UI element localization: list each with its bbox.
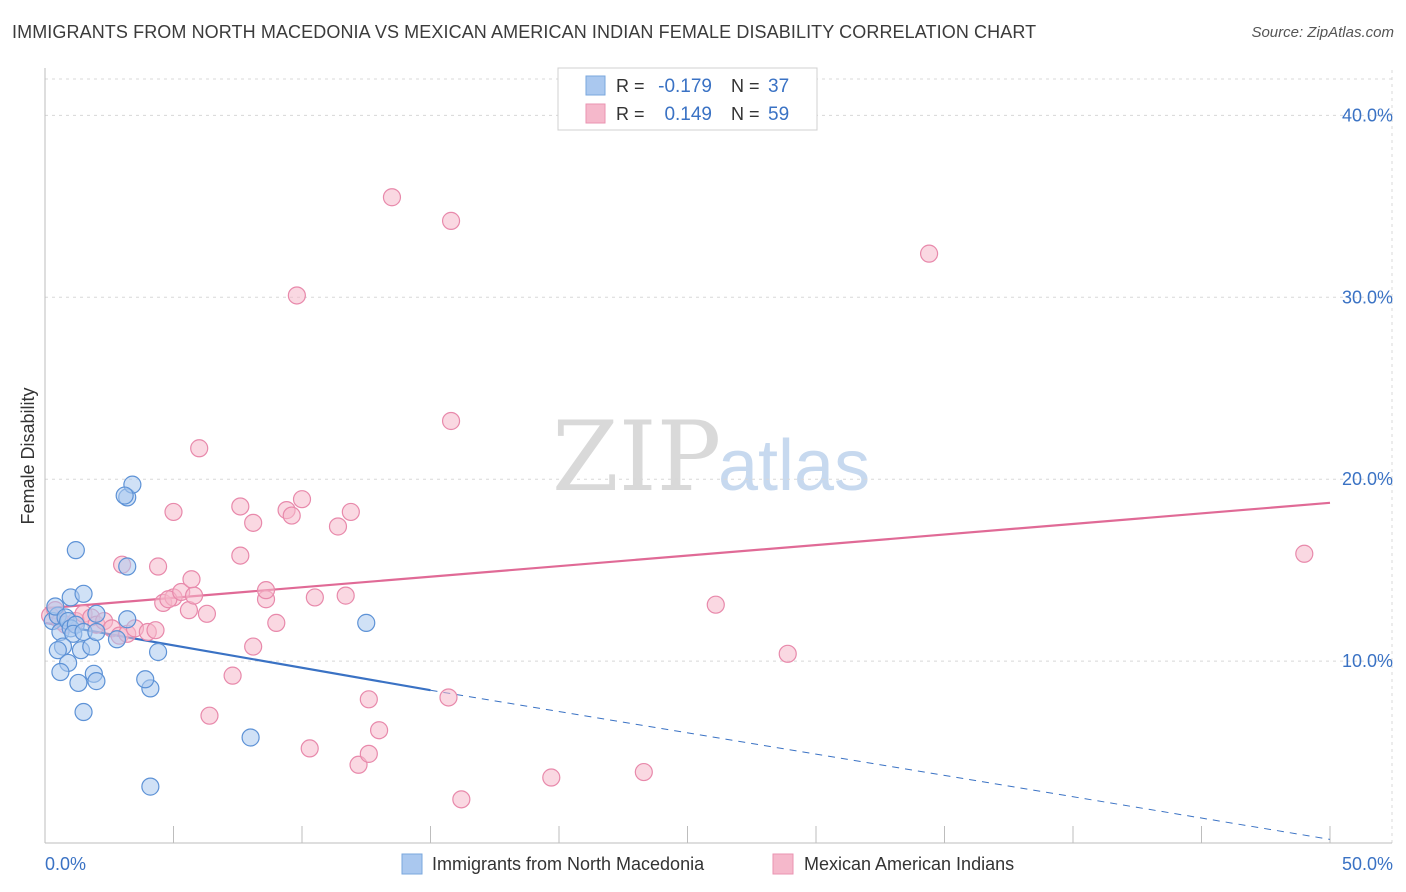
point-mexican-american-indian	[542, 768, 561, 787]
point-mexican-american-indian	[292, 490, 312, 509]
point-mexican-american-indian	[328, 517, 348, 536]
watermark-zip: ZIP	[552, 401, 721, 513]
legend-series-label-pink: Mexican American Indians	[804, 854, 1014, 874]
point-north-macedonia	[148, 642, 168, 662]
point-mexican-american-indian	[439, 688, 458, 707]
point-mexican-american-indian	[634, 762, 653, 782]
point-north-macedonia	[87, 672, 106, 691]
y-tick-label: 40.0%	[1342, 105, 1393, 125]
chart-title: IMMIGRANTS FROM NORTH MACEDONIA VS MEXIC…	[12, 22, 1037, 42]
point-mexican-american-indian	[382, 188, 402, 207]
legend-n-value-1: 37	[768, 76, 789, 97]
x-tick-label-max: 50.0%	[1342, 854, 1393, 874]
point-mexican-american-indian	[267, 613, 286, 632]
point-north-macedonia	[118, 610, 137, 629]
grid-lines	[45, 70, 1393, 843]
point-mexican-american-indian	[182, 570, 201, 589]
point-north-macedonia	[87, 604, 106, 623]
point-mexican-american-indian	[300, 739, 319, 758]
point-mexican-american-indian	[341, 502, 360, 522]
point-mexican-american-indian	[190, 439, 209, 458]
point-mexican-american-indian	[778, 644, 797, 663]
legend-series: Immigrants from North Macedonia Mexican …	[401, 853, 1014, 875]
point-north-macedonia	[66, 541, 85, 560]
point-mexican-american-indian	[164, 502, 183, 522]
point-mexican-american-indian	[452, 790, 471, 809]
watermark-atlas: atlas	[718, 426, 870, 506]
legend-series-swatch-blue	[401, 853, 423, 875]
x-tick-labels: 0.0% 50.0%	[45, 854, 1393, 874]
point-mexican-american-indian	[919, 244, 939, 263]
legend-r-value-1: -0.179	[658, 76, 712, 97]
y-tick-label: 20.0%	[1342, 469, 1393, 489]
point-mexican-american-indian	[184, 586, 204, 605]
point-north-macedonia	[69, 673, 88, 693]
point-north-macedonia	[107, 630, 127, 649]
point-north-macedonia	[48, 641, 67, 660]
point-mexican-american-indian	[231, 497, 250, 516]
y-tick-label: 10.0%	[1342, 651, 1393, 671]
point-mexican-american-indian	[148, 557, 168, 576]
legend-swatch-blue	[585, 75, 606, 96]
point-north-macedonia	[357, 613, 376, 632]
legend-r-label-2: R =	[616, 104, 645, 124]
point-north-macedonia	[118, 557, 137, 576]
point-mexican-american-indian	[305, 588, 324, 607]
legend-stats: R = -0.179 N = 37 R = 0.149 N = 59	[557, 67, 818, 131]
watermark: ZIP atlas	[552, 401, 870, 513]
point-mexican-american-indian	[256, 581, 276, 600]
point-mexican-american-indian	[200, 706, 219, 725]
point-north-macedonia	[136, 670, 155, 689]
legend-swatch-pink	[585, 103, 606, 124]
trend-line-blue-dashed	[430, 689, 1331, 840]
point-north-macedonia	[115, 486, 134, 505]
axes	[44, 68, 1392, 844]
point-mexican-american-indian	[370, 721, 389, 740]
point-mexican-american-indian	[336, 586, 355, 605]
legend-n-value-2: 59	[768, 104, 789, 125]
point-mexican-american-indian	[287, 286, 306, 305]
data-points	[41, 188, 1314, 809]
point-mexican-american-indian	[231, 546, 250, 565]
y-tick-labels: 10.0% 20.0% 30.0% 40.0%	[1342, 105, 1393, 671]
x-tick-label-min: 0.0%	[45, 854, 86, 874]
point-mexican-american-indian	[706, 595, 725, 614]
point-north-macedonia	[141, 777, 160, 796]
legend-r-label-1: R =	[616, 76, 645, 96]
legend-n-label-1: N =	[731, 76, 760, 96]
point-mexican-american-indian	[223, 666, 242, 685]
point-mexican-american-indian	[282, 506, 301, 525]
legend-series-swatch-pink	[772, 853, 794, 875]
point-mexican-american-indian	[244, 513, 263, 532]
y-tick-label: 30.0%	[1342, 287, 1393, 307]
legend-n-label-2: N =	[731, 104, 760, 124]
point-north-macedonia	[87, 622, 106, 642]
point-north-macedonia	[51, 662, 70, 682]
point-north-macedonia	[74, 584, 93, 603]
point-mexican-american-indian	[359, 690, 378, 709]
point-mexican-american-indian	[441, 411, 461, 431]
legend-series-label-blue: Immigrants from North Macedonia	[432, 854, 705, 874]
point-north-macedonia	[74, 702, 93, 722]
point-north-macedonia	[241, 728, 260, 747]
point-mexican-american-indian	[146, 621, 165, 640]
chart-source: Source: ZipAtlas.com	[1251, 24, 1394, 41]
point-mexican-american-indian	[1295, 544, 1314, 563]
point-mexican-american-indian	[244, 637, 263, 656]
point-mexican-american-indian	[441, 211, 461, 230]
legend-r-value-2: 0.149	[664, 104, 712, 125]
point-mexican-american-indian	[359, 744, 378, 763]
y-axis-label: Female Disability	[18, 387, 38, 524]
point-mexican-american-indian	[197, 604, 217, 623]
